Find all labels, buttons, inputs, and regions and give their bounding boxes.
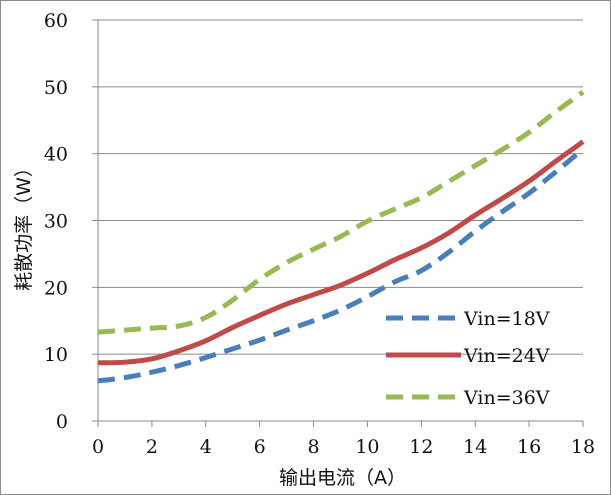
y-tick-label: 0 [56,411,68,433]
y-tick-label: 10 [44,344,68,366]
x-tick-label: 0 [92,436,104,458]
series-line-1 [97,147,585,384]
x-axis-title: 输出电流（A） [279,467,406,489]
series-lines [97,90,585,384]
x-tick-label: 14 [463,436,487,458]
y-tick-label: 20 [44,277,68,299]
legend-label-3: Vin=36V [463,387,550,409]
x-axis-ticks: 0 2 4 6 8 10 12 14 16 18 [92,436,595,458]
axes [92,19,584,427]
x-tick-label: 16 [517,436,541,458]
x-tick-label: 12 [409,436,433,458]
legend-label-2: Vin=24V [463,345,550,367]
y-axis-ticks: 0 10 20 30 40 50 60 [44,10,68,433]
series-line-2 [97,139,585,366]
y-tick-label: 30 [44,211,68,233]
x-tick-label: 8 [308,436,320,458]
legend: Vin=18V Vin=24V Vin=36V [386,308,550,409]
x-tick-label: 4 [200,436,212,458]
y-axis-title: 耗散功率（W） [13,158,35,291]
x-tick-label: 10 [355,436,379,458]
x-tick-label: 6 [254,436,266,458]
gridlines [98,19,583,355]
y-tick-label: 60 [44,10,68,32]
x-tick-label: 18 [571,436,595,458]
y-tick-label: 50 [44,77,68,99]
y-tick-label: 40 [44,144,68,166]
x-tick-label: 2 [146,436,158,458]
legend-label-1: Vin=18V [463,308,550,330]
series-line-3 [97,90,585,335]
